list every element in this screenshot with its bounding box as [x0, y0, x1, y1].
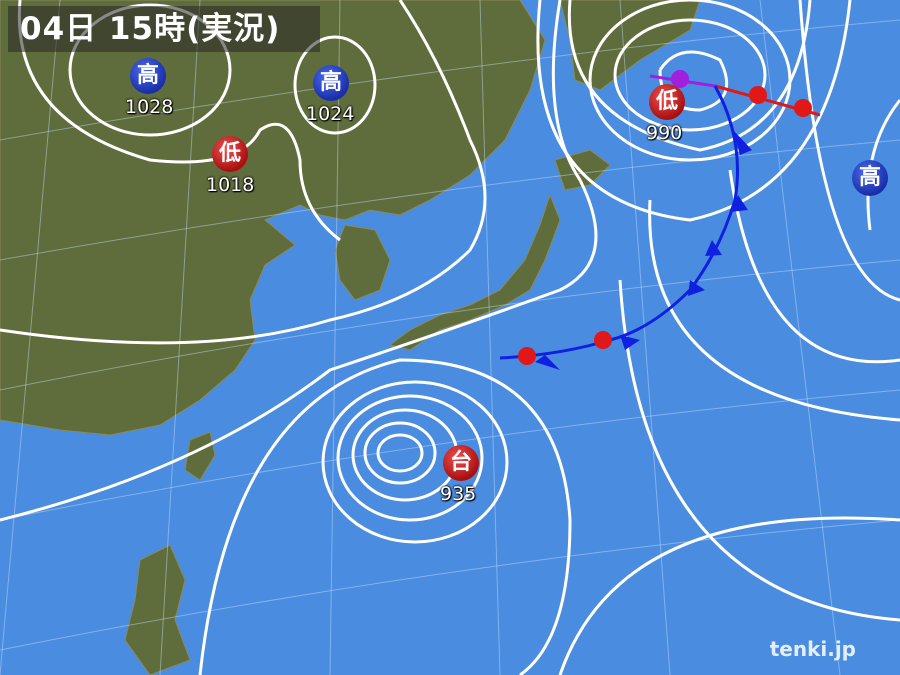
pressure-value: 1018 — [206, 174, 255, 196]
typhoon-marker: 台 — [443, 445, 479, 481]
high-pressure-marker: 高 — [852, 160, 888, 196]
map-title: 04日 15時(実況) — [8, 6, 320, 52]
low-pressure-marker: 低 — [212, 136, 248, 172]
pressure-value: 1024 — [306, 103, 355, 125]
low-pressure-marker: 低 — [649, 84, 685, 120]
high-pressure-marker: 高 — [130, 58, 166, 94]
pressure-value: 990 — [646, 122, 683, 144]
pressure-value: 1028 — [125, 96, 174, 118]
high-pressure-marker: 高 — [313, 65, 349, 101]
fronts — [499, 70, 821, 370]
tenki-logo: tenki.jp — [769, 637, 856, 661]
pressure-value: 935 — [440, 483, 477, 505]
